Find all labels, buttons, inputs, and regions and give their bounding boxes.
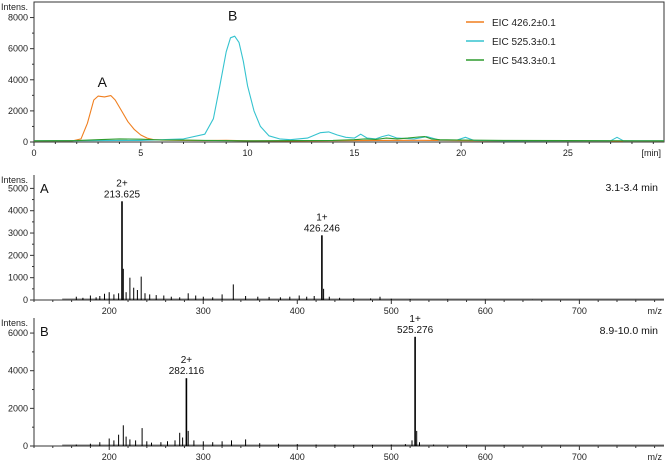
spectrum-a-y-axis-title: Intens. xyxy=(1,175,28,185)
chromatogram-peak-label-b: B xyxy=(228,8,237,24)
spectrum-a-x-tick-label: 700 xyxy=(572,306,587,316)
chromatogram-y-tick-label: 4000 xyxy=(8,75,28,85)
spectrum-b-x-tick-label: 300 xyxy=(196,452,211,460)
chromatogram-panel: 0 2000 4000 6000 8000 0 5 10 15 20 25 Intens. [min] A… xyxy=(1,1,665,158)
spectrum-a-x-tick-label: 300 xyxy=(196,306,211,316)
legend-label-3: EIC 543.3±0.1 xyxy=(492,56,556,67)
spectrum-b-y-tick-label: 4000 xyxy=(8,366,28,376)
chromatogram-x-tick-label: 25 xyxy=(563,148,573,158)
spectrum-a-peak-charge-2: 1+ xyxy=(316,212,328,223)
spectrum-b-x-tick-label: 400 xyxy=(290,452,305,460)
chromatogram-x-tick-label: 15 xyxy=(349,148,359,158)
chromatogram-y-tick-label: 0 xyxy=(23,137,28,147)
legend-label-2: EIC 525.3±0.1 xyxy=(492,37,556,48)
chromatogram-y-tick-label: 2000 xyxy=(8,106,28,116)
spectrum-b-x-tick-label: 600 xyxy=(478,452,493,460)
spectrum-a-time-range-label: 3.1-3.4 min xyxy=(605,182,658,194)
chromatogram-x-tick-label: 20 xyxy=(456,148,466,158)
spectrum-a-y-tick-label: 2000 xyxy=(8,250,28,260)
spectrum-a-y-tick-label: 4000 xyxy=(8,206,28,216)
chromatogram-y-tick-label: 6000 xyxy=(8,44,28,54)
chromatogram-x-axis-title: [min] xyxy=(641,148,661,158)
spectrum-a-peak-mz-2: 426.246 xyxy=(304,223,341,234)
spectrum-a-y-tick-label: 5000 xyxy=(8,183,28,193)
legend-label-1: EIC 426.2±0.1 xyxy=(492,18,556,29)
spectrum-b-x-axis-title: m/z xyxy=(648,452,663,460)
spectrum-a-y-tick-label: 0 xyxy=(23,295,28,305)
spectrum-a-y-tick-label: 1000 xyxy=(8,273,28,283)
spectrum-a-panel: 0 1000 2000 3000 4000 5000 200 300 400 500 600 700 I… xyxy=(1,175,664,316)
chromatogram-peak-label-a: A xyxy=(98,74,108,90)
chromatogram-x-tick-label: 5 xyxy=(138,148,143,158)
spectrum-b-peak-mz-1: 282.116 xyxy=(169,366,205,377)
spectrum-b-peak-mz-2: 525.276 xyxy=(397,325,434,336)
spectrum-a-x-axis-title: m/z xyxy=(648,306,663,316)
chromatogram-series-line-2 xyxy=(33,35,664,142)
spectrum-b-panel-letter: B xyxy=(40,324,49,339)
spectrum-b-y-tick-label: 0 xyxy=(23,441,28,451)
spectrum-a-x-tick-label: 600 xyxy=(478,306,493,316)
spectrum-a-x-tick-label: 200 xyxy=(102,306,117,316)
spectrum-a-peak-charge-1: 2+ xyxy=(116,178,128,189)
spectrum-b-peak-charge-1: 2+ xyxy=(181,355,193,366)
spectrum-b-y-tick-label: 6000 xyxy=(8,328,28,338)
spectrum-b-x-tick-label: 500 xyxy=(384,452,399,460)
spectrum-a-panel-letter: A xyxy=(40,181,49,196)
spectrum-b-panel: 0 2000 4000 6000 200 300 400 500 600 700 Intens. m/… xyxy=(1,314,664,460)
chromatogram-y-axis-title: Intens. xyxy=(1,2,28,12)
spectrum-b-y-tick-label: 2000 xyxy=(8,403,28,413)
spectrum-a-y-tick-label: 3000 xyxy=(8,228,28,238)
chromatogram-series-line-1 xyxy=(33,95,664,142)
spectrum-a-x-tick-label: 400 xyxy=(290,306,305,316)
chromatogram-x-tick-label: 0 xyxy=(31,148,36,158)
chromatogram-y-tick-label: 8000 xyxy=(8,13,28,23)
spectrum-b-time-range-label: 8.9-10.0 min xyxy=(600,325,659,337)
chromatogram-series-line-3 xyxy=(33,136,665,142)
spectrum-a-peak-mz-1: 213.625 xyxy=(104,189,141,200)
spectrum-b-peak-charge-2: 1+ xyxy=(409,314,421,325)
spectrum-b-x-tick-label: 200 xyxy=(102,452,117,460)
spectrum-b-x-tick-label: 700 xyxy=(572,452,587,460)
chromatogram-x-tick-label: 10 xyxy=(243,148,253,158)
spectrum-b-y-axis-title: Intens. xyxy=(1,318,28,328)
spectrum-a-x-tick-label: 500 xyxy=(384,306,399,316)
chromatogram-plot-frame xyxy=(33,1,665,143)
